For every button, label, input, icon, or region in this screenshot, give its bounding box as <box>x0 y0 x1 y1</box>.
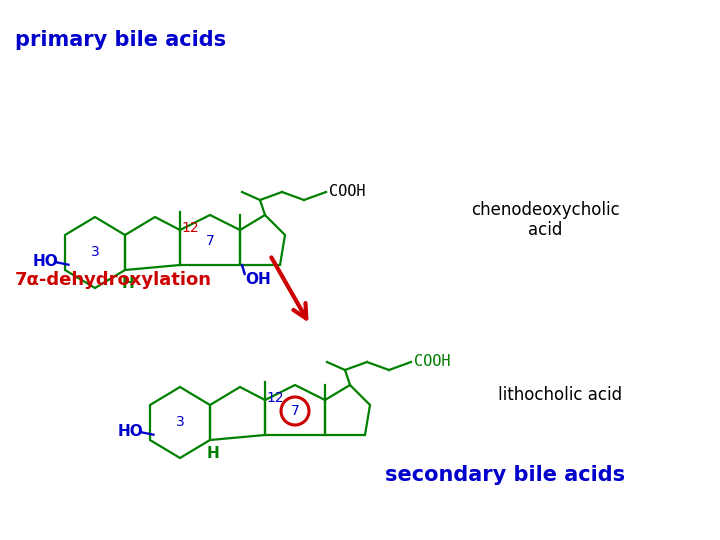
Text: 7α-dehydroxylation: 7α-dehydroxylation <box>15 271 212 289</box>
Text: H: H <box>207 447 220 462</box>
Text: HO: HO <box>33 254 59 269</box>
Text: lithocholic acid: lithocholic acid <box>498 386 622 404</box>
Text: OH: OH <box>245 273 271 287</box>
Text: COOH: COOH <box>329 185 366 199</box>
Text: chenodeoxycholic
acid: chenodeoxycholic acid <box>471 200 619 239</box>
Text: 3: 3 <box>91 246 99 260</box>
Text: secondary bile acids: secondary bile acids <box>385 465 625 485</box>
Text: 7: 7 <box>291 404 300 418</box>
Text: COOH: COOH <box>414 354 451 369</box>
Text: HO: HO <box>118 424 144 440</box>
Text: primary bile acids: primary bile acids <box>15 30 226 50</box>
Text: 7: 7 <box>206 234 215 248</box>
Text: 3: 3 <box>176 415 184 429</box>
Text: 12: 12 <box>181 220 199 234</box>
Text: H: H <box>122 276 135 292</box>
Text: 12: 12 <box>266 390 284 404</box>
